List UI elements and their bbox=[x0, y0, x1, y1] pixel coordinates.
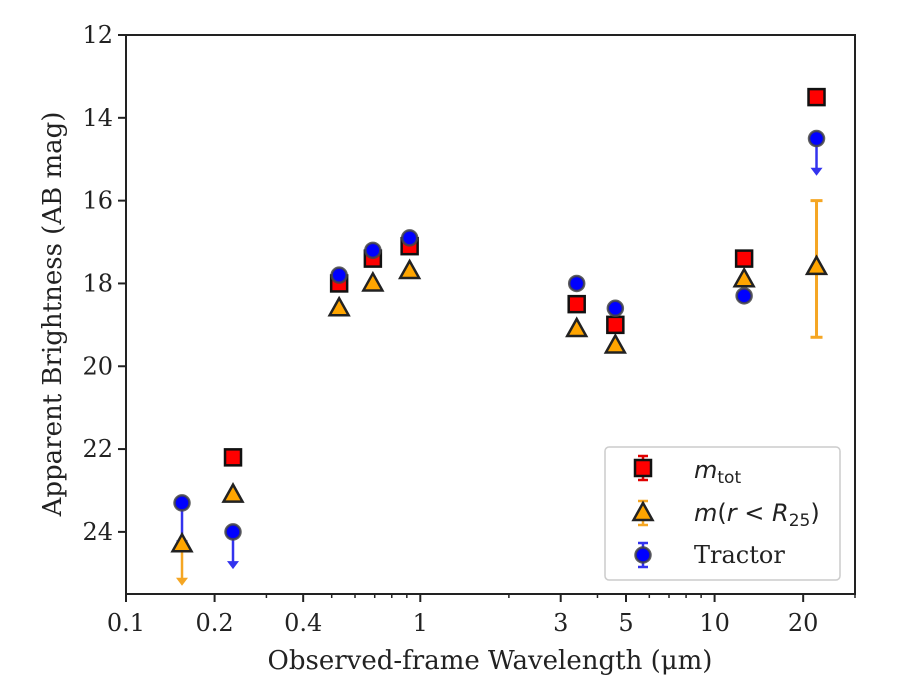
legend-entry-tractor bbox=[634, 541, 652, 569]
y-axis: 12 14 16 18 20 22 24 bbox=[82, 21, 126, 546]
series-m-r-lt-r25 bbox=[170, 254, 829, 553]
data-point-circle bbox=[224, 523, 242, 541]
data-point-square bbox=[223, 448, 243, 467]
y-tick-label: 22 bbox=[82, 435, 113, 463]
plot-area bbox=[170, 87, 829, 586]
x-tick-label: 0.4 bbox=[284, 609, 322, 637]
y-tick-label: 12 bbox=[82, 21, 113, 49]
data-point-triangle bbox=[361, 270, 385, 292]
legend-label-mtot: mtot bbox=[694, 456, 741, 488]
plot-frame bbox=[125, 34, 856, 595]
data-point-circle bbox=[400, 229, 419, 247]
upper-limit-arrow-head bbox=[176, 577, 189, 586]
data-point-circle bbox=[807, 129, 826, 148]
y-tick-label: 24 bbox=[82, 518, 113, 546]
legend-label-tractor: Tractor bbox=[694, 541, 785, 569]
data-point-triangle bbox=[804, 254, 829, 276]
data-point-triangle bbox=[221, 482, 245, 503]
x-axis-label: Observed-frame Wavelength (μm) bbox=[268, 646, 713, 676]
x-tick-label: 1 bbox=[413, 609, 428, 637]
x-tick-label: 20 bbox=[788, 609, 819, 637]
series-tractor bbox=[173, 129, 826, 541]
data-point-square bbox=[734, 249, 754, 268]
y-axis-label: Apparent Brightness (AB mag) bbox=[38, 112, 68, 518]
data-point-triangle bbox=[327, 295, 351, 317]
y-tick-label: 14 bbox=[82, 104, 113, 132]
data-point-circle bbox=[606, 299, 625, 318]
legend-marker-square bbox=[633, 458, 653, 478]
upper-limit-arrow-head bbox=[227, 561, 240, 570]
data-point-circle bbox=[173, 494, 191, 512]
legend-entry-m-r-lt-r25 bbox=[631, 499, 655, 527]
series-mtot bbox=[223, 87, 826, 467]
legend-marker-circle bbox=[634, 546, 652, 564]
data-point-square bbox=[567, 294, 586, 314]
data-point-triangle bbox=[603, 332, 627, 354]
x-tick-label: 10 bbox=[699, 609, 730, 637]
x-tick-label: 3 bbox=[553, 609, 568, 637]
data-point-circle bbox=[330, 266, 348, 284]
upper-limit-arrow-head bbox=[810, 167, 823, 176]
data-point-triangle bbox=[732, 266, 756, 288]
y-tick-label: 18 bbox=[82, 269, 113, 297]
data-point-triangle bbox=[565, 316, 589, 338]
x-tick-label: 5 bbox=[618, 609, 633, 637]
legend-entry-mtot bbox=[633, 454, 653, 482]
legend: mtot m(r < R25) Tractor bbox=[604, 446, 841, 581]
data-point-circle bbox=[364, 241, 382, 260]
data-point-triangle bbox=[398, 258, 422, 280]
data-point-square bbox=[606, 315, 625, 335]
data-point-circle bbox=[567, 274, 586, 293]
legend-marker-triangle bbox=[631, 500, 655, 522]
data-point-triangle bbox=[170, 531, 194, 553]
x-axis: 0.1 0.2 0.4 1 3 5 10 20 bbox=[107, 594, 856, 637]
x-tick-label: 0.2 bbox=[196, 609, 234, 637]
legend-box bbox=[604, 446, 841, 581]
legend-label-m-r-lt-r25: m(r < R25) bbox=[694, 499, 820, 531]
y-tick-label: 20 bbox=[82, 352, 113, 380]
data-point-circle bbox=[735, 287, 753, 305]
data-point-square bbox=[807, 87, 826, 107]
y-tick-label: 16 bbox=[82, 187, 113, 215]
x-tick-label: 0.1 bbox=[107, 609, 145, 637]
